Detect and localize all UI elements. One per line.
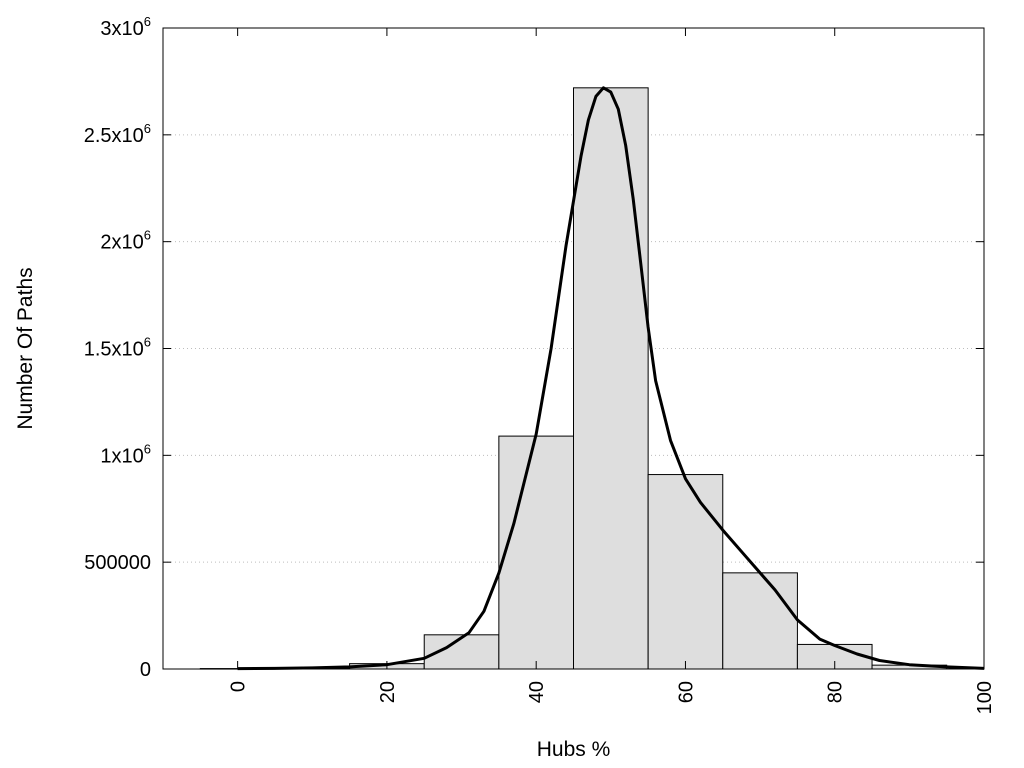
y-tick-exponent: 6 [144,335,151,350]
y-tick-exponent: 6 [144,14,151,29]
y-tick-exponent: 6 [144,121,151,136]
y-tick-label: 2x106 [100,228,151,254]
x-tick-label: 80 [825,681,847,703]
bar-50 [573,87,649,670]
y-tick-label: 0 [140,659,151,681]
density-curve [237,86,985,671]
x-axis-title: Hubs % [537,738,611,761]
x-axis-ticks: 0 20 40 60 80 100 [228,28,996,714]
x-tick-label: 0 [228,681,250,692]
y-tick-label: 1x106 [100,441,151,467]
y-tick-exponent: 6 [144,228,151,243]
y-tick-label: 2.5x106 [84,121,151,147]
bar-40 [498,435,575,670]
y-tick-label: 500000 [84,552,151,574]
grid-lines [163,134,984,563]
bar-60 [647,474,724,670]
bars [199,87,948,670]
x-tick-label: 20 [377,681,399,703]
x-tick-label: 100 [974,681,996,714]
y-tick-label: 1.5x106 [84,335,151,361]
y-tick-exponent: 6 [144,441,151,456]
y-axis-title: Number Of Paths [14,267,37,429]
x-tick-label: 40 [526,681,548,703]
y-tick-label: 3x106 [100,14,151,40]
y-axis-ticks: 0 500000 1x106 1.5x106 2x106 2.5x106 3x106 [84,14,984,681]
x-tick-label: 60 [675,681,697,703]
bar-70 [722,572,798,670]
